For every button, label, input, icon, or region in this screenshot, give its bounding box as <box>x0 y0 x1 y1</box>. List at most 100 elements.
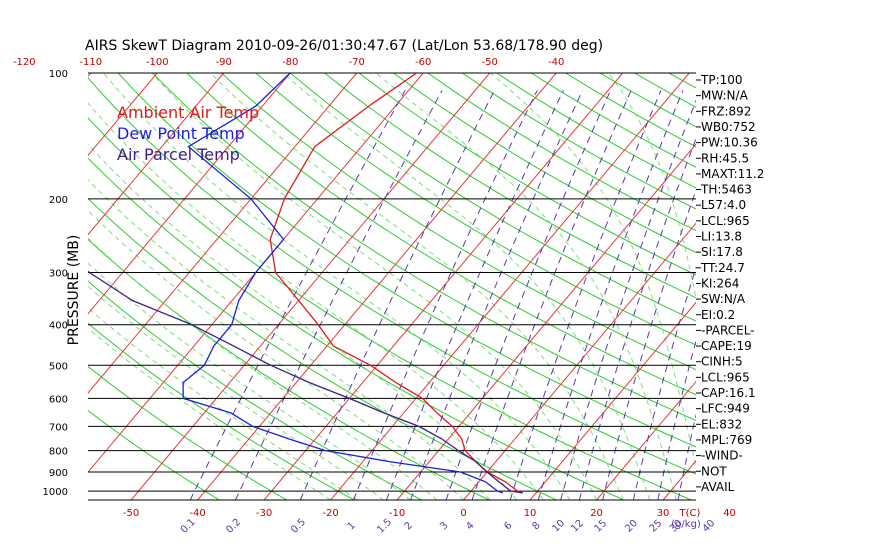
index-entry: -PARCEL- <box>701 323 755 337</box>
dry-adiabat <box>255 73 696 346</box>
pressure-tick: 400 <box>49 321 68 332</box>
legend-entry: Air Parcel Temp <box>117 145 240 164</box>
index-entry: SI:17.8 <box>701 245 743 259</box>
isotherm <box>88 73 358 394</box>
mixing-ratio-tick: 4 <box>464 520 476 532</box>
mixing-ratio-tick: 40 <box>701 518 718 535</box>
chart-title: AIRS SkewT Diagram 2010-09-26/01:30:47.6… <box>85 38 603 54</box>
index-entry: LCL:965 <box>701 370 750 384</box>
dry-adiabat <box>841 73 870 500</box>
mixing-ratio-tick: 15 <box>592 518 609 535</box>
bottom-temp-tick: 40 <box>723 508 736 519</box>
pressure-tick: 500 <box>49 361 68 372</box>
dry-adiabat <box>393 73 696 254</box>
isotherm <box>596 380 696 500</box>
bottom-temp-tick: -20 <box>322 508 338 519</box>
isotherm <box>396 143 696 500</box>
pressure-tick: 700 <box>49 422 68 433</box>
top-temp-tick: -60 <box>415 57 431 68</box>
dry-adiabat <box>772 73 870 500</box>
index-entry: FRZ:892 <box>701 104 751 118</box>
isotherm <box>263 73 624 500</box>
index-entry: TT:24.7 <box>700 261 745 275</box>
index-entry: WB0:752 <box>701 120 756 134</box>
index-entry: MPL:769 <box>701 433 752 447</box>
y-axis-label: PRESSURE (MB) <box>66 235 82 346</box>
mixing-ratio-tick: 3 <box>438 520 450 532</box>
pressure-tick: 300 <box>49 269 68 280</box>
dry-adiabat <box>668 73 696 89</box>
mixing-ratio-line <box>509 90 662 500</box>
isotherm <box>88 73 225 236</box>
isotherm <box>529 301 696 500</box>
isobars <box>88 72 696 501</box>
bottom-temp-tick: 30 <box>657 508 670 519</box>
moist-adiabat <box>490 73 696 471</box>
mixing-ratio-line <box>677 413 696 500</box>
mixing-ratio-tick: 1 <box>346 520 358 532</box>
dry-adiabat <box>186 73 696 396</box>
top-temp-tick: -110 <box>79 57 102 68</box>
mixing-ratio-line <box>385 90 564 500</box>
dry-adiabat <box>88 117 692 500</box>
mixing-ratio-unit-label: (g/kg) <box>671 519 701 530</box>
index-entry: CINH:5 <box>701 355 743 369</box>
pressure-tick: 800 <box>49 447 68 458</box>
series-air-parcel-temp <box>88 270 523 494</box>
pressure-tick: 600 <box>49 394 68 405</box>
index-entry: CAPE:19 <box>701 339 752 353</box>
index-entry: LCL:965 <box>701 214 750 228</box>
pressure-tick: 1000 <box>43 487 68 498</box>
dry-adiabat <box>152 73 696 421</box>
moist-adiabat <box>283 73 651 500</box>
index-entry: LI:13.8 <box>701 230 742 244</box>
isotherm <box>130 73 491 500</box>
dry-adiabat <box>88 410 220 500</box>
index-entry: TH:5463 <box>700 183 752 197</box>
mixing-ratio-line <box>537 90 684 500</box>
temp-unit-label: T(C) <box>679 508 701 519</box>
mixing-ratio-line <box>657 339 696 500</box>
mixing-ratio-tick: 0.2 <box>224 517 243 536</box>
mixing-ratio-tick: 12 <box>569 518 586 535</box>
mixing-ratio-line <box>632 265 696 500</box>
index-entry: L57:4.0 <box>701 198 746 212</box>
index-entry: LFC:949 <box>701 402 750 416</box>
index-entry: RH:45.5 <box>701 151 749 165</box>
moist-adiabat <box>209 73 624 500</box>
dry-adiabat <box>807 73 870 500</box>
moist-adiabat <box>375 73 677 500</box>
top-temp-tick: -80 <box>282 57 298 68</box>
legend-entry: Dew Point Temp <box>117 124 245 143</box>
mixing-ratio-tick: 10 <box>551 518 568 535</box>
bottom-temp-tick: 0 <box>460 508 466 519</box>
index-entry: -WIND- <box>701 449 743 463</box>
series-group <box>88 73 523 494</box>
moist-adiabat <box>88 262 411 500</box>
mixing-ratio-tick: 1.5 <box>375 517 394 536</box>
dry-adiabat <box>88 197 557 500</box>
top-temp-tick: -120 <box>13 57 36 68</box>
index-entry: SW:N/A <box>701 292 746 306</box>
bottom-temp-tick: 10 <box>524 508 537 519</box>
dry-adiabat <box>88 280 422 500</box>
pressure-tick: 100 <box>49 69 68 80</box>
index-entry: AVAIL <box>701 480 735 494</box>
dry-adiabat <box>462 73 696 210</box>
index-entry: PW:10.36 <box>701 136 758 150</box>
dry-adiabat <box>88 365 288 500</box>
pressure-tick: 200 <box>49 195 68 206</box>
moist-adiabat <box>88 237 438 500</box>
isotherm <box>330 73 690 500</box>
mixing-ratio-tick: 20 <box>623 518 640 535</box>
bottom-temp-tick: -30 <box>256 508 272 519</box>
isotherm <box>197 73 557 500</box>
dry-adiabat <box>88 77 696 475</box>
mixing-ratio-line <box>410 90 584 500</box>
bottom-temp-tick: -50 <box>123 508 139 519</box>
mixing-ratio-tick: 2 <box>403 520 415 532</box>
bottom-temp-tick: -40 <box>189 508 205 519</box>
mixing-ratio-line <box>602 188 696 500</box>
mixing-ratio-line <box>189 90 406 500</box>
